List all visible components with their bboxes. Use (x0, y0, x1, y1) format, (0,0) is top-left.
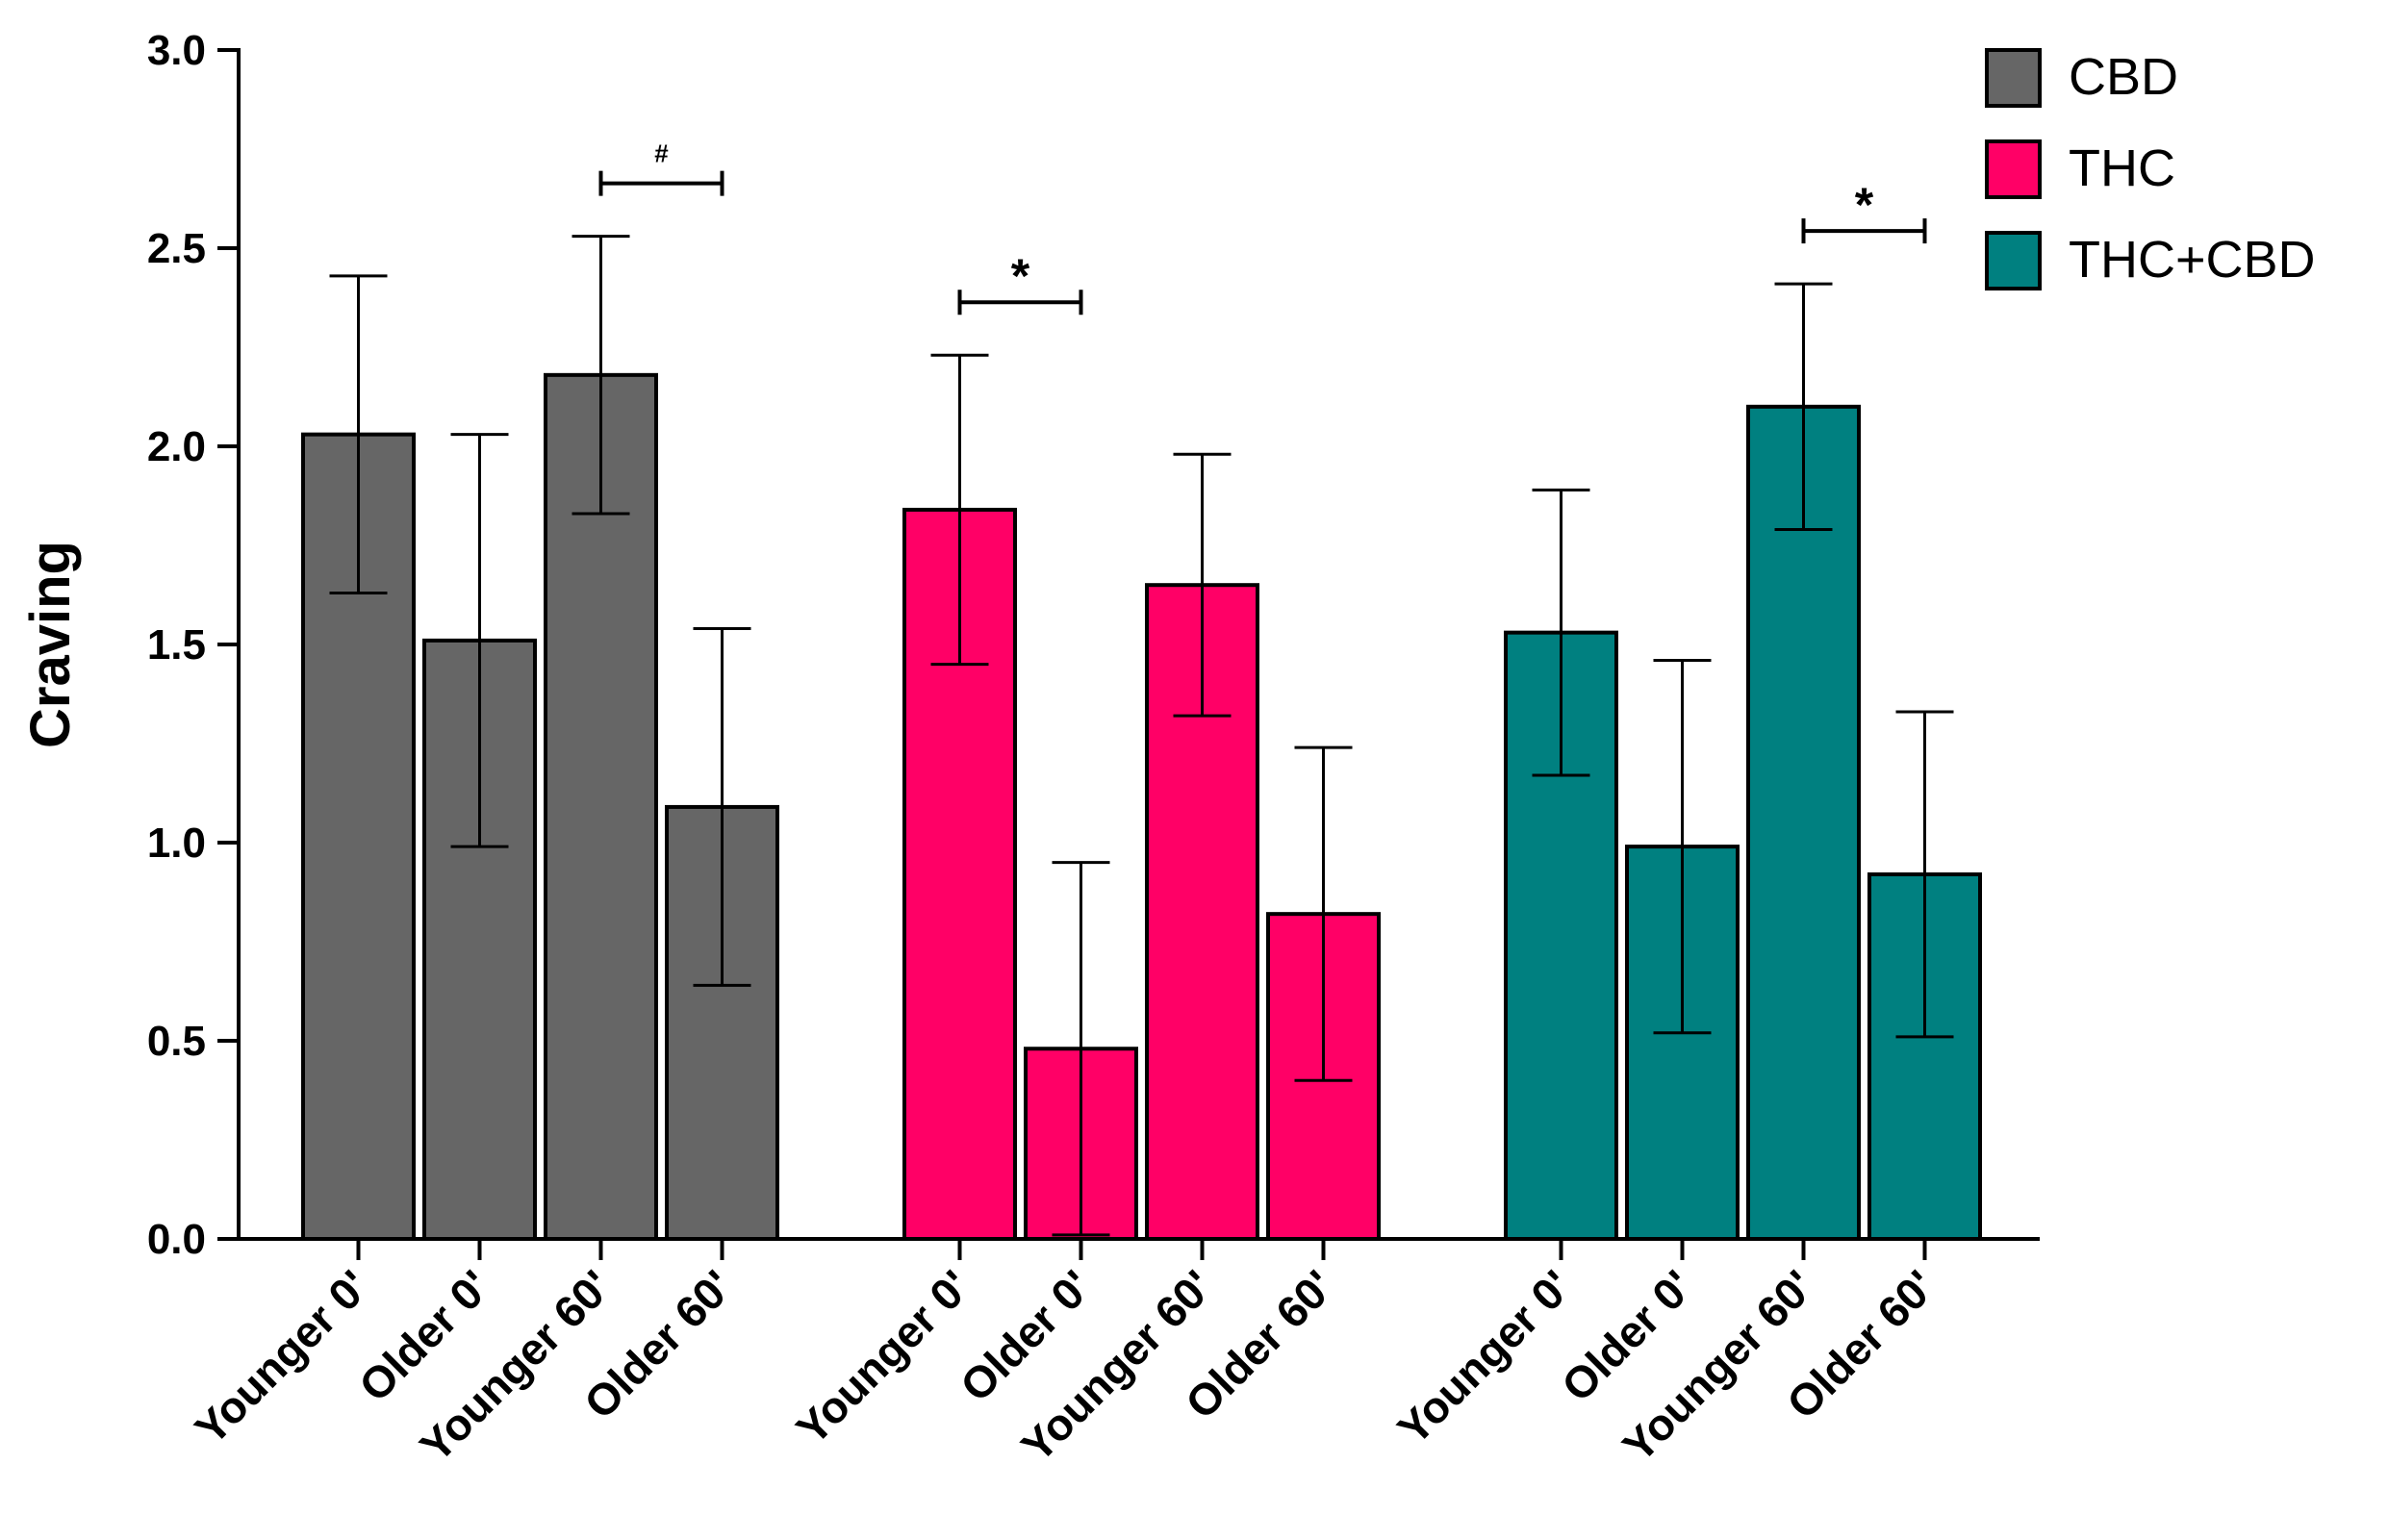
y-tick-label: 0.0 (147, 1216, 206, 1263)
x-tick-label: Younger 0' (1387, 1260, 1581, 1453)
legend-label: CBD (2069, 48, 2178, 106)
legend-label: THC+CBD (2069, 231, 2316, 289)
y-tick-label: 0.5 (147, 1018, 206, 1065)
y-tick-label: 1.5 (147, 621, 206, 669)
y-tick-label: 1.0 (147, 820, 206, 867)
legend-swatch-cbd (1985, 48, 2042, 108)
significance-label: * (1855, 178, 1874, 232)
bar-cbd-2 (544, 372, 658, 1241)
y-tick-label: 2.0 (147, 423, 206, 470)
y-axis-title: Craving (19, 541, 82, 748)
bar-thc-cbd-2 (1746, 404, 1861, 1241)
significance-label: # (654, 139, 669, 168)
significance-label: * (1011, 249, 1030, 303)
x-tick-label: Younger 0' (185, 1260, 378, 1453)
y-tick-label: 3.0 (147, 27, 206, 74)
legend-swatch-thc (1985, 139, 2042, 199)
legend-swatch-thc-cbd (1985, 231, 2042, 290)
y-tick-label: 2.5 (147, 225, 206, 272)
x-tick-label: Younger 0' (786, 1260, 979, 1453)
legend-label: THC (2069, 139, 2175, 197)
